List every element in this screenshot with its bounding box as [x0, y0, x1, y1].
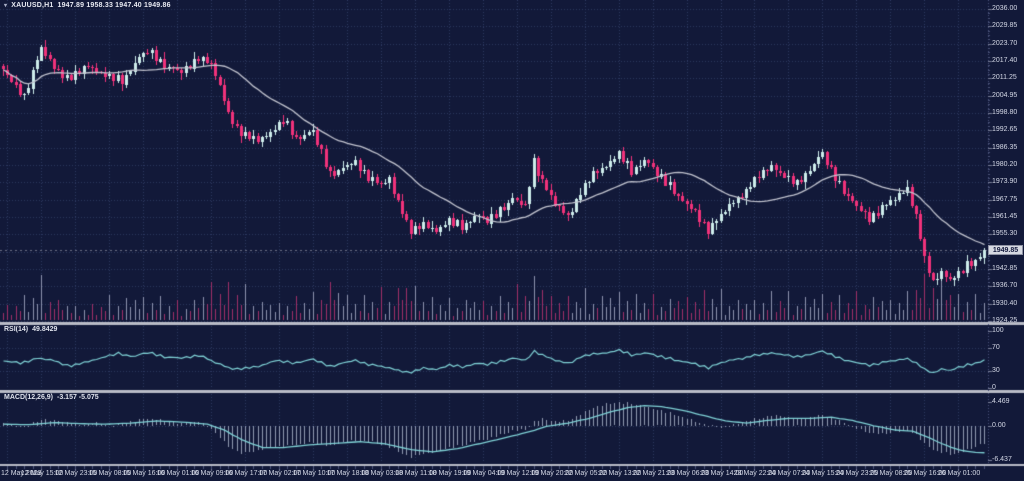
price-axis-label: 2029.85: [992, 22, 1018, 29]
time-axis-label: 17 May 02:00: [258, 470, 302, 477]
price-axis-label: 1980.20: [992, 161, 1018, 168]
time-axis-label: 17 May 18:00: [326, 470, 370, 477]
time-axis-label: 18 May 19:00: [428, 470, 472, 477]
price-axis-label: 2036.00: [992, 5, 1018, 12]
time-axis-label: 16 May 17:00: [224, 470, 268, 477]
macd-axis-label: 0.00: [992, 422, 1006, 429]
price-axis-label: 1942.85: [992, 265, 1018, 272]
time-axis-label: 12 May 23:00: [54, 470, 98, 477]
price-axis-label: 1998.80: [992, 109, 1018, 116]
time-axis-label: 16 May 01:00: [156, 470, 200, 477]
time-axis-label: 24 May 23:00: [835, 470, 879, 477]
price-axis-label: 1973.90: [992, 178, 1018, 185]
time-axis-label: 25 May 08:00: [869, 470, 913, 477]
price-axis-label: 2017.40: [992, 57, 1018, 64]
price-axis-label: 1961.45: [992, 213, 1018, 220]
price-axis-label: 1955.30: [992, 230, 1018, 237]
time-axis-label: 23 May 14:00: [700, 470, 744, 477]
time-axis-label: 24 May 07:00: [767, 470, 811, 477]
time-axis-label: 22 May 13:00: [598, 470, 642, 477]
time-axis-label: 23 May 06:00: [666, 470, 710, 477]
time-axis-label: 19 May 04:00: [462, 470, 506, 477]
time-axis-label: 18 May 03:00: [360, 470, 404, 477]
current-price-tag: 1949.85: [988, 245, 1023, 255]
price-axis-label: 1967.75: [992, 196, 1018, 203]
time-axis-label: 26 May 01:00: [937, 470, 981, 477]
price-axis-label: 2004.95: [992, 92, 1018, 99]
time-axis-label: 22 May 21:00: [632, 470, 676, 477]
rsi-axis-label: 70: [992, 344, 1000, 351]
time-axis-label: 15 May 08:00: [88, 470, 132, 477]
time-axis-label: 24 May 15:00: [801, 470, 845, 477]
time-axis-label: 22 May 05:00: [564, 470, 608, 477]
price-axis-label: 1930.40: [992, 300, 1018, 307]
macd-axis-label: 4.469: [992, 398, 1010, 405]
rsi-axis-label: 100: [992, 327, 1004, 334]
rsi-axis-label: 0: [992, 384, 996, 391]
time-axis-label: 16 May 09:00: [190, 470, 234, 477]
time-axis-label: 25 May 16:00: [903, 470, 947, 477]
time-axis-label: 12 May 15:00: [20, 470, 64, 477]
rsi-axis-label: 30: [992, 367, 1000, 374]
time-axis-label: 23 May 22:00: [733, 470, 777, 477]
time-axis-label: 18 May 11:00: [395, 470, 437, 477]
time-axis-label: 19 May 12:00: [496, 470, 540, 477]
price-axis-label: 1992.65: [992, 126, 1018, 133]
time-axis-label: 17 May 10:00: [292, 470, 336, 477]
time-axis-label: 19 May 20:00: [530, 470, 574, 477]
time-axis-label: 12 May 2023: [1, 470, 42, 477]
price-axis-label: 2011.25: [992, 74, 1017, 81]
price-axis-label: 1986.35: [992, 144, 1018, 151]
time-axis-label: 15 May 16:00: [122, 470, 166, 477]
price-axis-label: 1924.25: [992, 317, 1018, 324]
price-axis-label: 2023.70: [992, 40, 1018, 47]
price-axis-label: 1936.70: [992, 282, 1018, 289]
macd-axis-label: -6.437: [992, 456, 1012, 463]
